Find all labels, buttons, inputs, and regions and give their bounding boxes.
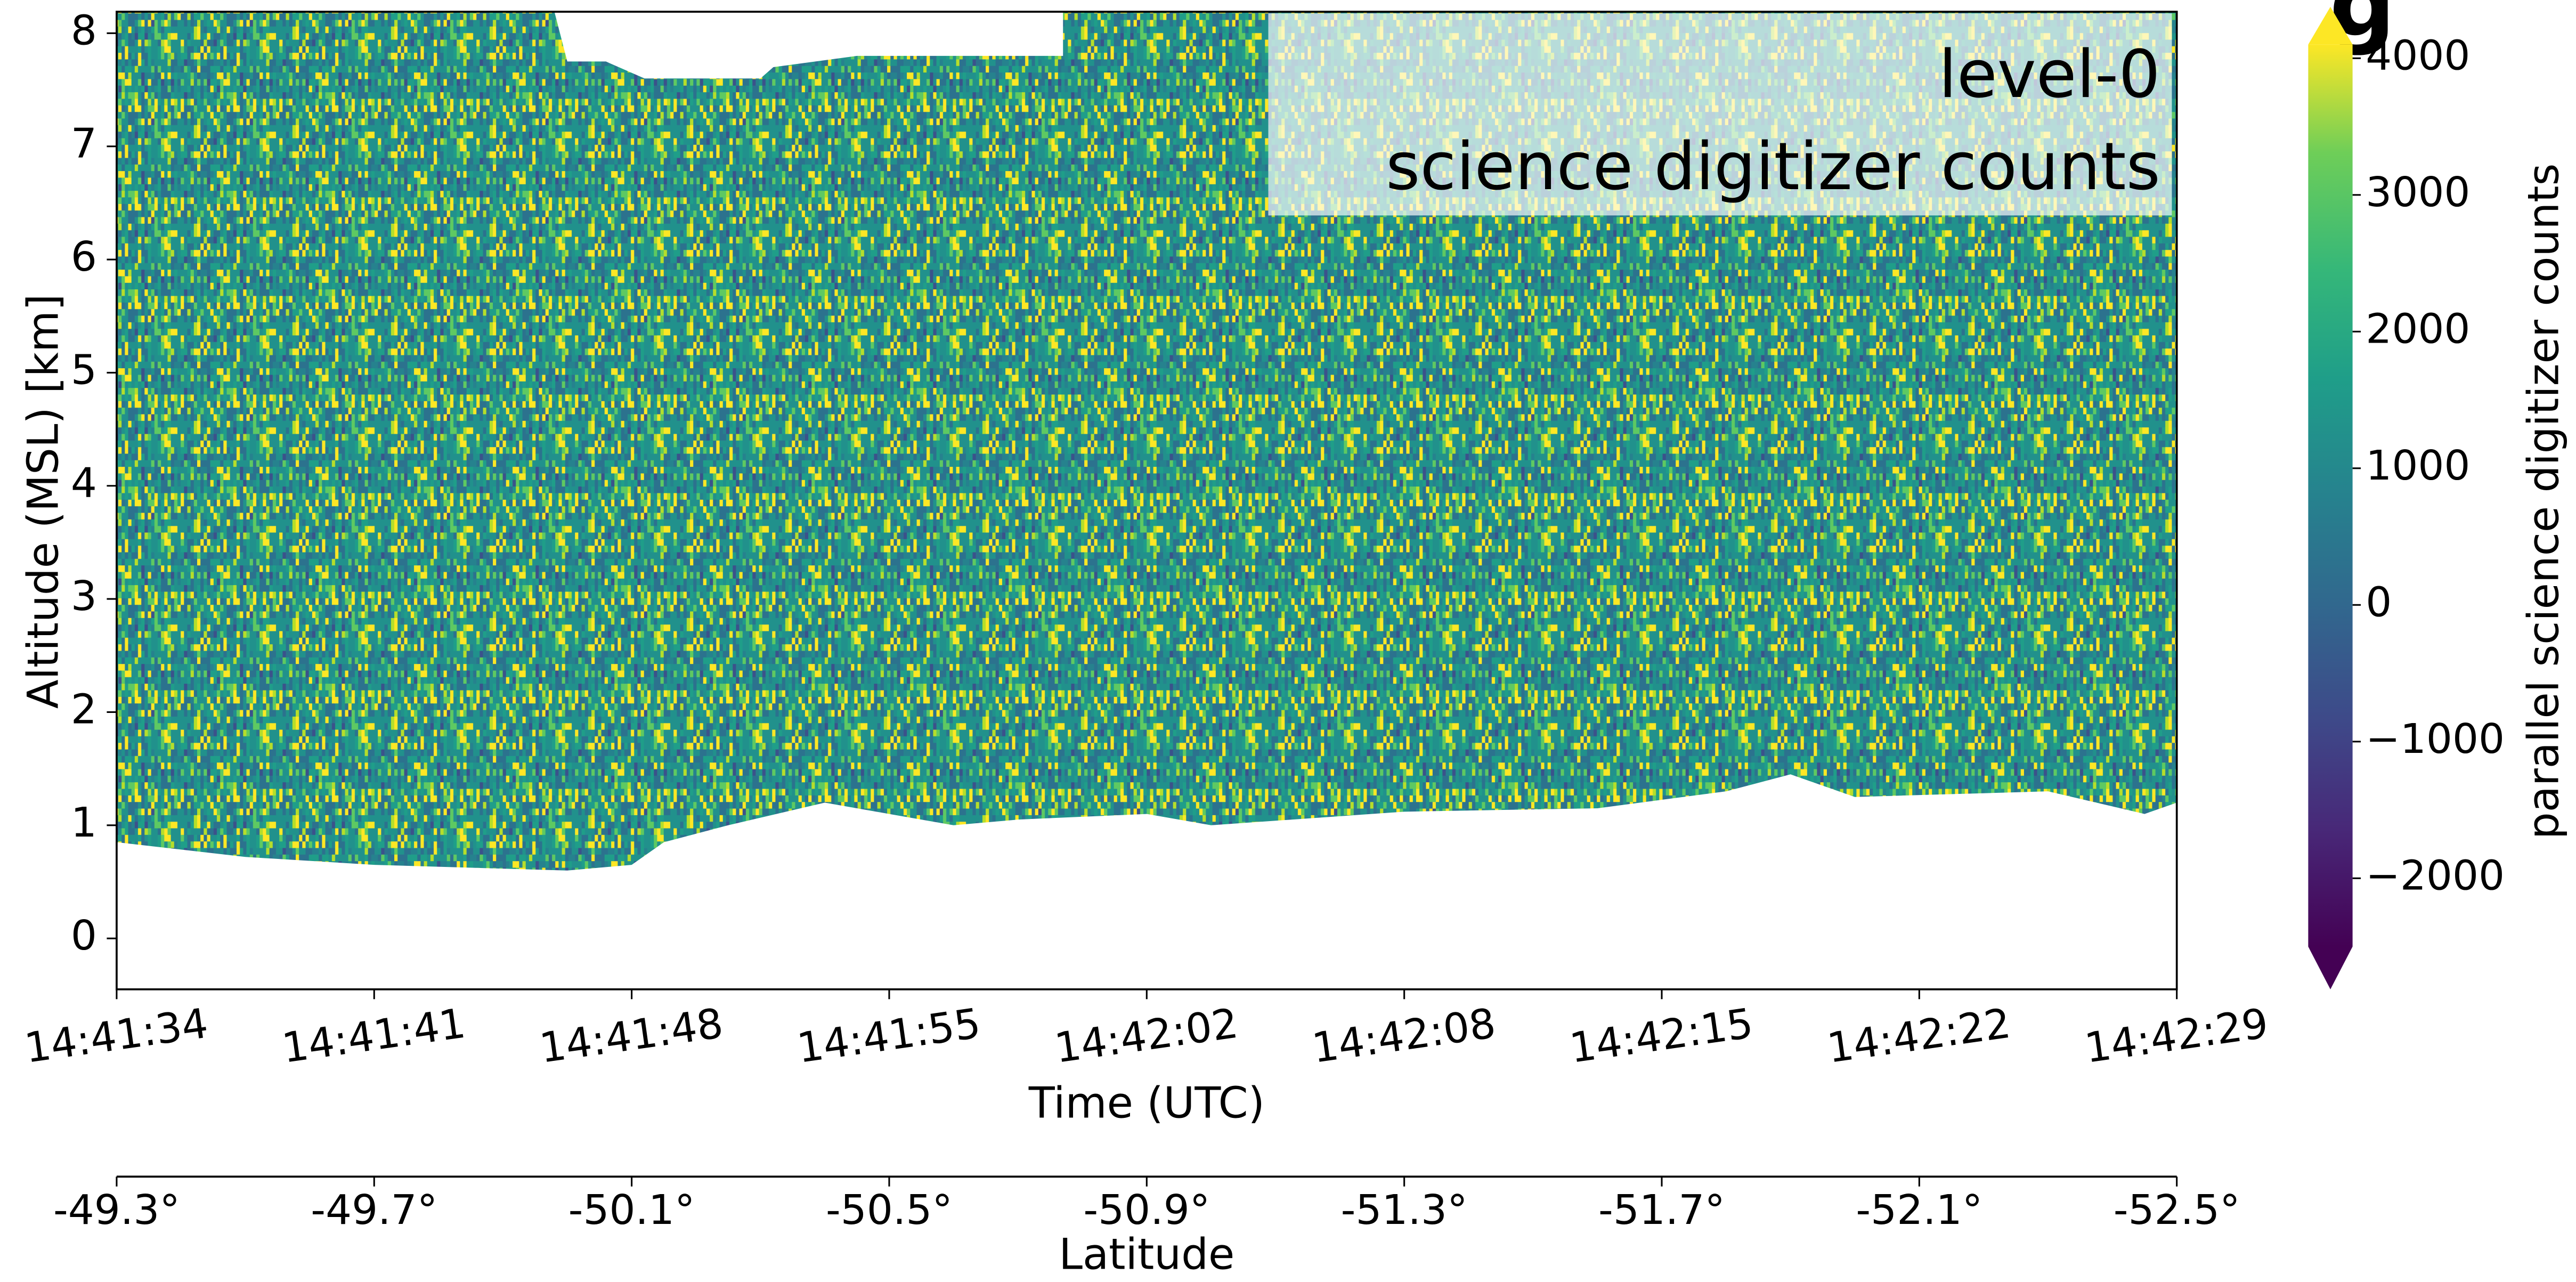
x-tick-label: 14:42:02	[1052, 1000, 1241, 1073]
x-axis-label: Time (UTC)	[1028, 1078, 1265, 1128]
y-tick-label: 6	[71, 233, 97, 281]
x2-tick-label: -51.3°	[1341, 1186, 1468, 1234]
colorbar-tick-label: 1000	[2366, 442, 2470, 490]
colorbar-tick-label: 4000	[2366, 31, 2470, 79]
y-tick-label: 4	[71, 459, 97, 507]
colorbar-label: parallel science digitizer counts	[2518, 164, 2568, 840]
y-tick-label: 2	[71, 685, 97, 733]
x2-axis-label: Latitude	[1059, 1229, 1234, 1279]
x2-tick-label: -50.1°	[568, 1186, 695, 1234]
x2-tick-label: -51.7°	[1598, 1186, 1725, 1234]
y-tick-label: 3	[71, 572, 97, 620]
colorbar-tick-label: −2000	[2366, 851, 2505, 899]
colorbar-extend-top	[2308, 6, 2353, 45]
x2-tick-label: -49.3°	[53, 1186, 180, 1234]
x2-tick-label: -52.1°	[1856, 1186, 1982, 1234]
colorbar-extend-bottom	[2308, 946, 2353, 989]
annotation-box	[1268, 13, 2172, 216]
y-tick-label: 5	[71, 346, 97, 394]
y-tick-label: 0	[71, 912, 97, 960]
x-tick-label: 14:42:08	[1309, 1000, 1498, 1073]
data-lower-edge	[116, 774, 2177, 989]
x2-tick-label: -49.7°	[311, 1186, 437, 1234]
y-tick-label: 8	[71, 6, 97, 54]
annotation: science digitizer counts	[1386, 129, 2160, 205]
y-axis-label: Altitude (MSL) [km]	[18, 294, 68, 709]
x-tick-label: 14:41:55	[794, 1000, 984, 1073]
x-tick-label: 14:42:22	[1824, 1000, 2013, 1073]
annotation: level-0	[1939, 37, 2160, 113]
y-tick-label: 7	[71, 120, 97, 168]
colorbar-tick-label: 3000	[2366, 168, 2470, 216]
x-tick-label: 14:41:48	[537, 1000, 726, 1073]
colorbar-tick-label: 0	[2366, 578, 2392, 626]
x2-tick-label: -52.5°	[2114, 1186, 2240, 1234]
x-tick-label: 14:41:41	[279, 1000, 468, 1073]
y-tick-label: 1	[71, 799, 97, 847]
data-upper-edge	[554, 12, 1063, 79]
colorbar	[2308, 44, 2353, 947]
x2-tick-label: -50.5°	[826, 1186, 953, 1234]
colorbar-tick-label: −1000	[2366, 715, 2505, 763]
x-tick-label: 14:42:15	[1567, 1000, 1756, 1073]
colorbar-tick-label: 2000	[2366, 305, 2470, 353]
x-tick-label: 14:41:34	[22, 1000, 211, 1073]
x-tick-label: 14:42:29	[2082, 1000, 2271, 1073]
x2-tick-label: -50.9°	[1083, 1186, 1210, 1234]
